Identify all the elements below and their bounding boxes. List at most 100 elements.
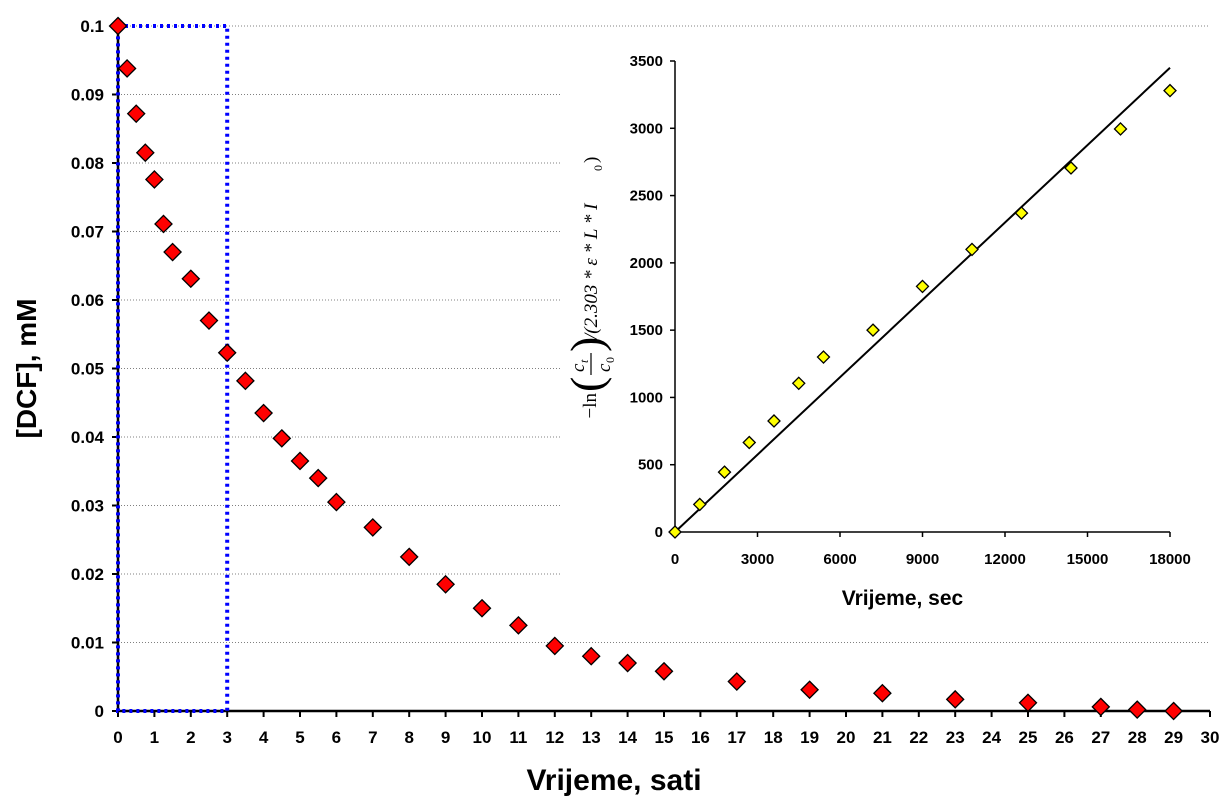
main-x-tick-label: 1 — [150, 728, 159, 747]
main-data-point — [272, 428, 292, 448]
inset-data-point — [1064, 161, 1078, 175]
main-data-point — [108, 16, 128, 36]
main-data-point — [144, 170, 164, 189]
inset-x-tick-label: 18000 — [1149, 551, 1191, 568]
inset-series — [668, 83, 1177, 539]
main-data-point — [117, 59, 137, 78]
ylabel-open-paren: ( — [561, 377, 612, 392]
main-data-point — [326, 492, 346, 512]
inset-data-point — [1014, 206, 1029, 220]
inset-data-point — [742, 435, 757, 450]
main-x-axis-title: Vrijeme, sati — [526, 764, 701, 797]
main-x-tick-label: 21 — [873, 728, 892, 747]
inset-data-point — [767, 414, 781, 428]
main-y-tick-label: 0.01 — [71, 634, 104, 653]
main-x-tick-label: 0 — [113, 728, 122, 747]
main-data-point — [154, 214, 173, 234]
main-data-point — [199, 311, 219, 330]
main-data-point — [872, 683, 892, 703]
ylabel-ln: −ln — [580, 393, 601, 419]
main-data-point — [290, 451, 310, 471]
main-data-point — [135, 143, 155, 163]
main-x-tick-label: 6 — [332, 728, 341, 747]
main-x-tick-label: 18 — [764, 728, 783, 747]
main-data-point — [163, 242, 183, 262]
main-x-tick-label: 30 — [1201, 728, 1220, 747]
ylabel-tail: /(2.303 * ε * L * I — [581, 202, 602, 340]
main-data-point — [945, 689, 965, 709]
ylabel-num-sub: t — [577, 359, 591, 363]
inset-y-tick-label: 3500 — [630, 53, 663, 70]
inset-x-tick-label: 3000 — [741, 551, 774, 568]
main-x-tick-label: 16 — [691, 728, 710, 747]
main-y-tick-label: 0.09 — [71, 86, 104, 105]
inset-y-tick-label: 1000 — [630, 389, 663, 406]
main-x-tick-label: 8 — [404, 728, 413, 747]
inset-fit-line — [674, 66, 1171, 533]
main-data-point — [1164, 701, 1184, 721]
main-series — [108, 16, 1184, 721]
ylabel-den: c — [594, 363, 615, 372]
main-data-point — [235, 371, 255, 391]
main-x-tick-label: 27 — [1091, 728, 1110, 747]
main-data-point — [545, 636, 565, 656]
main-y-tick-label: 0.06 — [71, 291, 104, 310]
main-x-tick-label: 14 — [618, 728, 637, 747]
inset-x-tick-label: 12000 — [984, 551, 1026, 568]
inset-data-point — [866, 323, 880, 338]
main-y-tick-label: 0 — [95, 702, 104, 721]
main-x-tick-label: 29 — [1164, 728, 1183, 747]
inset-data-point — [717, 465, 732, 480]
main-x-tick-label: 9 — [441, 728, 450, 747]
main-x-tick-label: 17 — [727, 728, 746, 747]
main-x-tick-label: 24 — [982, 728, 1001, 747]
main-x-ticks: 0 1 2 3 4 5 6 7 8 9 10 11 12 13 14 15 16 17 18 19 20 21 22 23 24… — [113, 711, 1219, 747]
main-x-tick-label: 20 — [837, 728, 856, 747]
main-data-point — [654, 661, 674, 681]
main-x-tick-label: 23 — [946, 728, 965, 747]
main-data-point — [581, 646, 601, 666]
inset-data-point — [668, 525, 682, 539]
inset-x-tick-label: 15000 — [1067, 551, 1109, 568]
main-y-tick-label: 0.08 — [71, 154, 104, 173]
highlight-box — [116, 24, 230, 713]
main-x-tick-label: 22 — [909, 728, 928, 747]
main-data-point — [399, 547, 419, 567]
ylabel-tail-sub: 0 — [591, 165, 605, 171]
inset-data-point — [965, 242, 979, 257]
main-y-tick-label: 0.07 — [71, 223, 104, 242]
main-x-tick-label: 28 — [1128, 728, 1147, 747]
inset-chart: 0 3000 6000 9000 12000 15000 18000050010001500… — [560, 48, 1210, 616]
inset-data-point — [1113, 122, 1128, 136]
inset-data-point — [791, 376, 806, 391]
main-x-tick-label: 2 — [186, 728, 195, 747]
main-data-point — [1018, 693, 1038, 713]
main-x-tick-label: 19 — [800, 728, 819, 747]
main-x-tick-label: 5 — [295, 728, 304, 747]
main-data-point — [436, 574, 456, 594]
main-y-tick-label: 0.05 — [71, 360, 104, 379]
main-data-point — [363, 518, 383, 537]
main-x-tick-label: 4 — [259, 728, 269, 747]
inset-x-ticks: 0 3000 6000 9000 12000 15000 18000 — [671, 532, 1191, 568]
main-data-point — [1091, 697, 1111, 717]
main-data-point — [472, 598, 492, 618]
main-y-tick-label: 0.02 — [71, 565, 104, 584]
inset-y-tick-label: 500 — [638, 457, 663, 474]
main-data-point — [181, 269, 201, 289]
inset-data-point — [816, 350, 831, 364]
main-y-tick-label: 0.03 — [71, 497, 104, 516]
main-y-tick-label: 0.04 — [71, 428, 105, 447]
main-data-point — [217, 343, 237, 363]
ylabel-close-paren: ) — [561, 337, 612, 352]
main-data-point — [308, 468, 328, 488]
inset-background — [560, 48, 1210, 616]
main-x-tick-label: 15 — [655, 728, 674, 747]
main-x-tick-label: 10 — [473, 728, 492, 747]
main-x-tick-label: 13 — [582, 728, 601, 747]
main-y-axis-title: [DCF], mM — [11, 299, 42, 439]
main-data-point — [254, 403, 274, 423]
